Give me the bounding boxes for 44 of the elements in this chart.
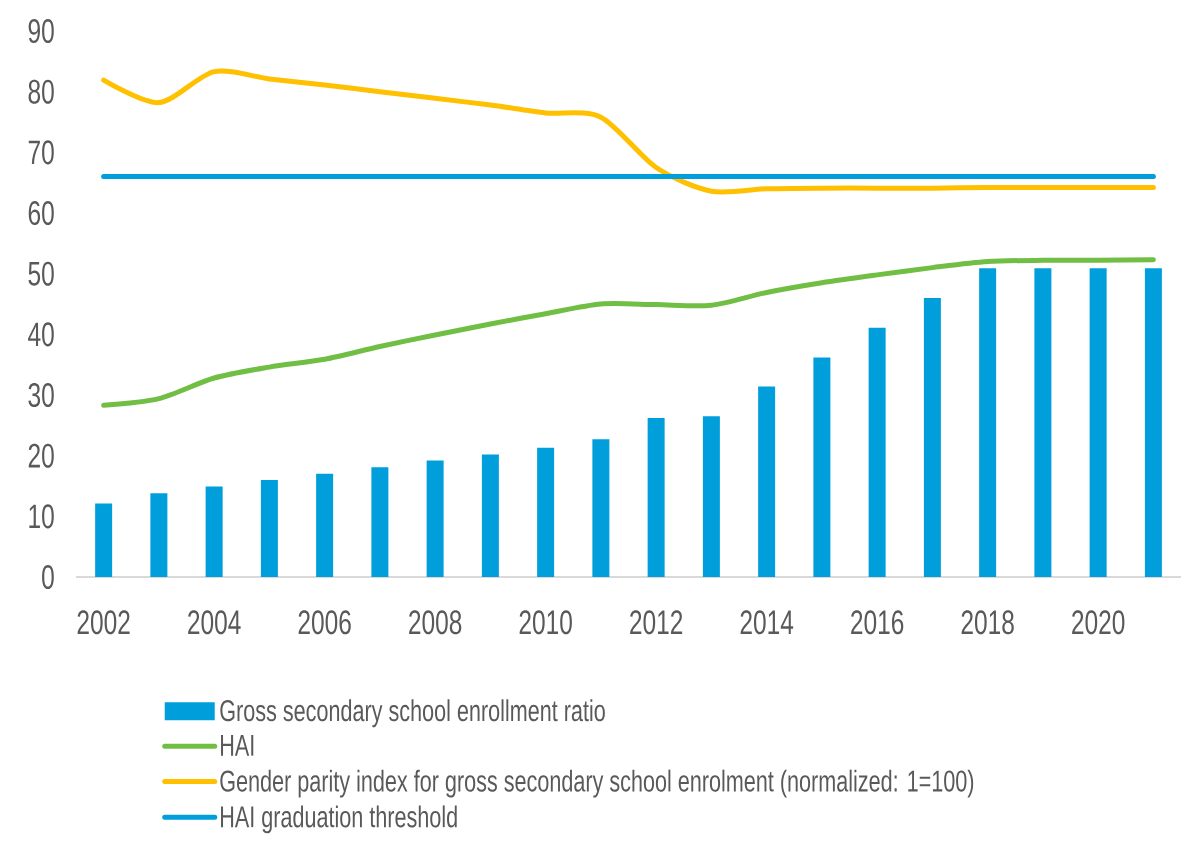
- legend-label: HAI graduation threshold: [221, 805, 457, 834]
- bar: [1089, 268, 1107, 577]
- bar: [979, 268, 997, 577]
- x-tick-label: 2004: [188, 610, 241, 635]
- bar: [868, 327, 886, 577]
- y-tick-label: 10: [29, 504, 54, 529]
- bar: [426, 460, 444, 577]
- bar: [150, 493, 168, 577]
- y-tick-label: 20: [28, 443, 54, 468]
- bar: [95, 503, 113, 577]
- bar: [1034, 268, 1052, 577]
- y-tick-label: 70: [28, 140, 54, 165]
- legend-label: Gross secondary school enrollment ratio: [220, 699, 605, 728]
- bar: [371, 467, 389, 577]
- y-tick-label: 90: [28, 18, 54, 44]
- bar: [647, 418, 665, 577]
- y-tick-label: 40: [28, 322, 54, 347]
- y-tick-label: 80: [28, 79, 54, 104]
- bar: [537, 447, 555, 577]
- x-tick-label: 2014: [740, 610, 794, 635]
- y-tick-label: 0: [42, 564, 54, 590]
- x-tick-label: 2020: [1072, 610, 1125, 635]
- x-tick-label: 2008: [409, 610, 462, 635]
- x-tick-label: 2012: [630, 610, 683, 635]
- x-tick-label: 2002: [77, 610, 130, 635]
- bar: [758, 386, 776, 577]
- x-tick-label: 2018: [961, 610, 1014, 635]
- legend-label: HAI: [221, 735, 254, 756]
- bar: [1144, 268, 1162, 577]
- bar: [813, 357, 831, 577]
- y-tick-label: 30: [28, 382, 54, 408]
- bar: [702, 416, 720, 577]
- bar: [592, 439, 610, 577]
- bar: [316, 473, 334, 577]
- y-tick-label: 50: [28, 261, 54, 286]
- bar: [260, 479, 278, 577]
- x-tick-label: 2006: [298, 610, 351, 635]
- bar: [205, 486, 223, 577]
- legend-label: Gender parity index for gross secondary school enrolment (normalized: 1=100): [220, 769, 974, 798]
- x-tick-label: 2010: [519, 610, 572, 635]
- bar: [481, 454, 499, 577]
- x-tick-label: 2016: [851, 610, 904, 635]
- bar: [923, 297, 941, 577]
- y-tick-label: 60: [28, 200, 54, 226]
